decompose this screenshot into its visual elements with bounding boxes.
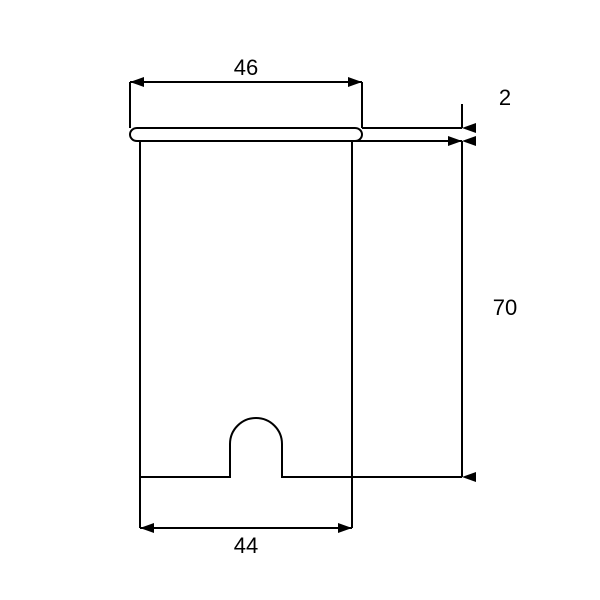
dimension-body-height	[352, 141, 462, 477]
technical-drawing: 46 2 70 44	[0, 0, 600, 600]
dimension-top-width	[130, 82, 362, 128]
dimension-lid-height	[362, 104, 462, 165]
dimension-lid-height-label: 2	[499, 85, 511, 110]
dimension-top-width-label: 46	[234, 55, 258, 80]
dimension-body-height-label: 70	[493, 295, 517, 320]
part-outline	[130, 128, 362, 477]
dimension-bottom-width	[140, 477, 352, 528]
dimension-bottom-width-label: 44	[234, 533, 258, 558]
